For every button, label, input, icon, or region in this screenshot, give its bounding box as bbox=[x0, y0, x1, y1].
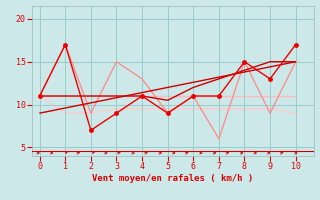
X-axis label: Vent moyen/en rafales ( km/h ): Vent moyen/en rafales ( km/h ) bbox=[92, 174, 253, 183]
